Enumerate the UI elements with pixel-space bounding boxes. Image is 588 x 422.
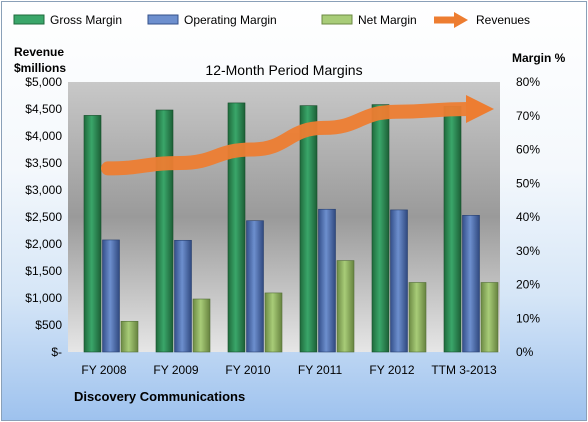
left-tick-label: $3,000 — [25, 183, 62, 197]
left-tick-label: $1,500 — [25, 264, 62, 278]
revenue-line — [101, 95, 494, 176]
right-tick-label: 40% — [516, 210, 540, 224]
gross-margin-bar — [371, 104, 390, 353]
right-tick-label: 70% — [516, 109, 540, 123]
right-tick-label: 80% — [516, 75, 540, 89]
legend-swatch — [321, 14, 353, 25]
right-tick-label: 60% — [516, 143, 540, 157]
left-tick-label: $3,500 — [25, 156, 62, 170]
right-tick-label: 20% — [516, 278, 540, 292]
company-name: Discovery Communications — [74, 389, 245, 404]
operating-margin-bar — [174, 239, 192, 353]
legend-label: Revenues — [476, 13, 530, 27]
right-tick-label: 50% — [516, 176, 540, 190]
plot-area — [68, 82, 500, 352]
revenue-line-path — [101, 102, 475, 176]
gross-margin-bar — [83, 115, 102, 353]
net-margin-bar — [336, 260, 355, 353]
legend-swatch-arrow — [454, 12, 468, 28]
right-tick-label: 30% — [516, 244, 540, 258]
legend-label: Net Margin — [358, 13, 417, 27]
legend-swatch — [147, 14, 179, 25]
net-margin-bar — [192, 298, 211, 353]
net-margin-bar — [480, 282, 499, 353]
left-tick-label: $- — [51, 345, 62, 359]
bar-series — [83, 102, 499, 353]
net-margin-bar — [408, 282, 427, 353]
revenue-arrowhead — [466, 95, 494, 123]
chart-title: 12-Month Period Margins — [205, 62, 362, 78]
right-axis-label: Margin % — [512, 51, 566, 65]
operating-margin-bar — [390, 209, 408, 353]
right-axis: 0% 10% 20% 30% 40% 50% 60% 70% 80% — [516, 75, 540, 359]
net-margin-bar — [264, 292, 283, 353]
operating-margin-bar — [462, 215, 480, 353]
legend: Gross Margin Operating Margin Net Margin Re… — [13, 12, 530, 28]
left-tick-label: $5,000 — [25, 75, 62, 89]
legend-swatch — [13, 14, 45, 25]
category-label: FY 2010 — [225, 363, 270, 377]
category-label: FY 2008 — [81, 363, 126, 377]
left-axis: $- $500 $1,000 $1,500 $2,000 $2,500 $3,000 $3,5… — [25, 75, 62, 359]
left-axis-label-line1: Revenue — [14, 45, 64, 59]
category-label: FY 2009 — [153, 363, 198, 377]
operating-margin-bar — [246, 220, 264, 353]
x-axis: FY 2008 FY 2009 FY 2010 FY 2011 FY 2012 TTM 3… — [81, 363, 497, 377]
left-axis-label-line2: $millions — [14, 61, 66, 75]
left-tick-label: $2,500 — [25, 210, 62, 224]
gross-margin-bar — [443, 106, 462, 353]
legend-label: Operating Margin — [184, 13, 277, 27]
left-tick-label: $1,000 — [25, 291, 62, 305]
left-tick-label: $500 — [35, 318, 62, 332]
legend-label: Gross Margin — [50, 13, 122, 27]
gross-margin-bar — [155, 109, 174, 353]
left-tick-label: $2,000 — [25, 237, 62, 251]
gross-margin-bar — [299, 105, 318, 353]
operating-margin-bar — [102, 239, 120, 353]
left-tick-label: $4,500 — [25, 102, 62, 116]
category-label: FY 2012 — [369, 363, 414, 377]
operating-margin-bar — [318, 208, 336, 353]
category-label: TTM 3-2013 — [431, 363, 497, 377]
left-tick-label: $4,000 — [25, 129, 62, 143]
category-label: FY 2011 — [298, 363, 343, 377]
right-tick-label: 0% — [516, 345, 534, 359]
net-margin-bar — [120, 320, 139, 353]
right-tick-label: 10% — [516, 311, 540, 325]
gross-margin-bar — [227, 102, 246, 353]
